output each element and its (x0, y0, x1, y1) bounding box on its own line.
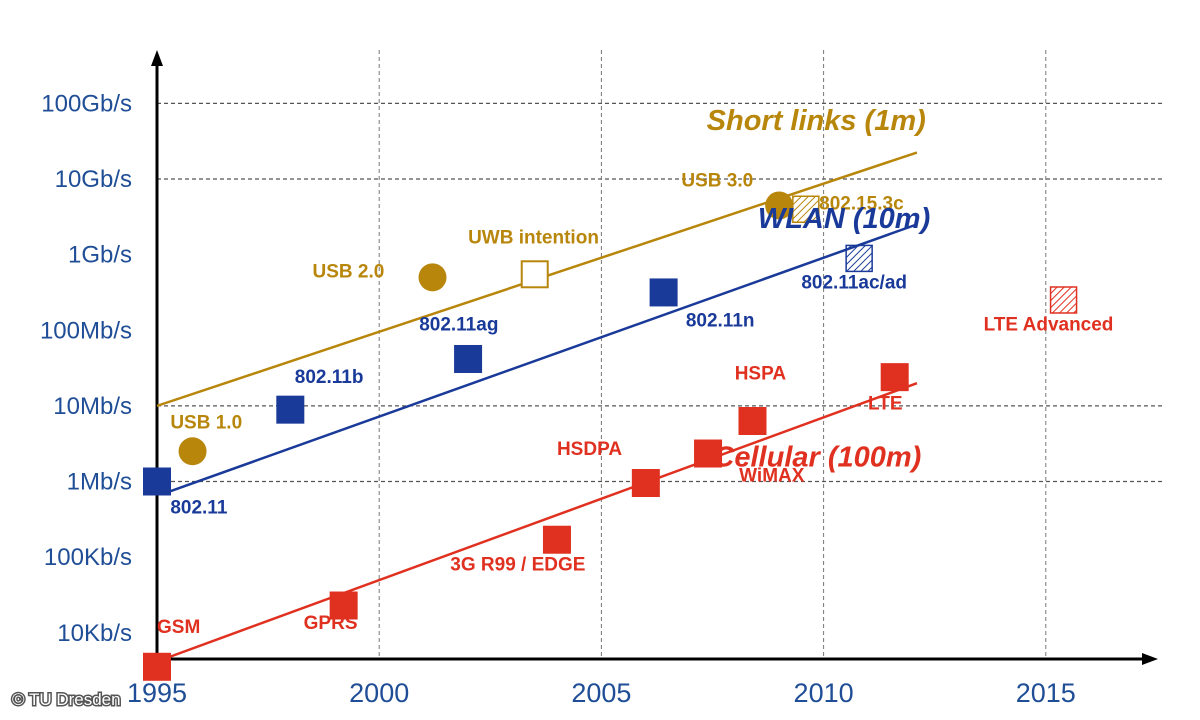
x-axis-arrow (1142, 653, 1158, 665)
data-point (143, 652, 171, 681)
tick-labels: 10Kb/s 100Kb/s 1Mb/s 10Mb/s 100Mb/s 1Gb/s 10Gb… (40, 90, 1076, 708)
data-point (649, 278, 678, 307)
data-label: LTE Advanced (984, 314, 1114, 335)
data-point (845, 244, 873, 273)
data-label: 802.11ag (419, 314, 498, 335)
axes (151, 50, 1158, 665)
data-label: GSM (157, 617, 200, 638)
data-point (143, 467, 171, 496)
data-label: UWB intention (468, 227, 599, 248)
data-point (520, 260, 549, 289)
data-label: 802.11ac/ad (801, 273, 907, 294)
data-point (792, 195, 820, 223)
x-tick-label: 2015 (1016, 678, 1076, 708)
y-tick-label: 1Mb/s (67, 469, 132, 496)
data-label: GPRS (304, 613, 358, 634)
data-point (418, 263, 447, 292)
data-point (694, 439, 723, 468)
data-label: USB 1.0 (170, 413, 242, 434)
data-point (738, 407, 767, 435)
data-points (143, 191, 1078, 681)
x-tick-label: 2000 (349, 678, 409, 708)
data-point (276, 395, 305, 424)
x-tick-label: 1995 (127, 678, 187, 708)
data-label: 3G R99 / EDGE (450, 555, 585, 576)
y-tick-label: 100Gb/s (41, 90, 132, 117)
data-labels: Short links (1m) USB 1.0 USB 2.0 UWB intent… (157, 105, 1113, 638)
data-label: WiMAX (739, 466, 805, 487)
series-label: Cellular (100m) (713, 441, 921, 473)
data-point (1049, 286, 1078, 314)
data-label: USB 2.0 (313, 261, 385, 282)
y-tick-label: 10Mb/s (53, 393, 132, 420)
series-label: Short links (1m) (707, 105, 926, 137)
data-label: 802.11b (295, 367, 364, 388)
trend-line (156, 382, 918, 663)
y-tick-label: 1Gb/s (68, 242, 132, 269)
data-label: HSDPA (557, 439, 622, 460)
data-point (454, 344, 483, 373)
data-point (880, 363, 909, 392)
y-tick-label: 10Gb/s (55, 166, 132, 193)
y-tick-label: 100Mb/s (40, 317, 132, 344)
data-point (765, 191, 794, 220)
data-point (329, 591, 358, 620)
credit-text: © TU Dresden (12, 690, 121, 709)
data-point (542, 525, 571, 554)
data-label: 802.11n (686, 310, 755, 331)
y-axis-arrow (151, 50, 163, 66)
x-tick-label: 2010 (794, 678, 854, 708)
data-label: HSPA (735, 363, 787, 384)
data-label: 802.11 (170, 497, 227, 518)
data-label: USB 3.0 (681, 171, 753, 192)
y-tick-label: 100Kb/s (44, 544, 132, 571)
series-label: WLAN (10m) (758, 203, 930, 235)
data-label: 802.15.3c (819, 193, 904, 214)
x-tick-label: 2005 (571, 678, 631, 708)
trend-line (165, 223, 918, 495)
data-point (631, 469, 660, 498)
data-label: LTE (868, 394, 902, 415)
gridlines (157, 50, 1162, 659)
data-point (178, 437, 207, 466)
y-tick-label: 10Kb/s (57, 620, 132, 647)
